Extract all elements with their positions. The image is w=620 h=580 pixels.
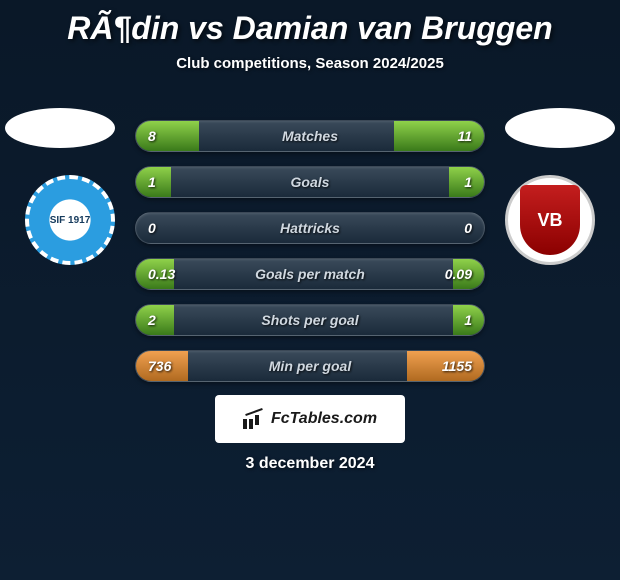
stat-row: 736 Min per goal 1155 bbox=[135, 350, 485, 382]
stat-label: Matches bbox=[282, 128, 338, 144]
stat-value-right: 0 bbox=[464, 220, 472, 236]
player-photo-right bbox=[505, 108, 615, 148]
subtitle: Club competitions, Season 2024/2025 bbox=[0, 55, 620, 72]
stat-row: 1 Goals 1 bbox=[135, 166, 485, 198]
footer-brand-text: FcTables.com bbox=[271, 410, 377, 428]
stat-label: Goals per match bbox=[255, 266, 365, 282]
club-logo-right-shield: VB bbox=[520, 185, 580, 255]
stat-value-right: 1155 bbox=[442, 358, 472, 374]
stat-value-left: 8 bbox=[148, 128, 156, 144]
stats-container: 8Matches111Goals10Hattricks00.13Goals pe… bbox=[135, 120, 485, 396]
stat-label: Hattricks bbox=[280, 220, 340, 236]
stat-row: 0.13 Goals per match 0.09 bbox=[135, 258, 485, 290]
club-logo-left-text: SIF 1917 bbox=[50, 215, 91, 226]
club-logo-right: VB bbox=[505, 175, 595, 265]
stat-value-right: 11 bbox=[457, 128, 472, 144]
stat-value-left: 0.13 bbox=[148, 266, 175, 282]
chart-icon bbox=[243, 409, 265, 429]
player-photo-left bbox=[5, 108, 115, 148]
footer-brand-badge[interactable]: FcTables.com bbox=[215, 395, 405, 443]
stat-value-right: 0.09 bbox=[445, 266, 472, 282]
stat-value-left: 736 bbox=[148, 358, 171, 374]
stat-row: 0 Hattricks 0 bbox=[135, 212, 485, 244]
stat-value-right: 1 bbox=[464, 312, 472, 328]
stat-label: Shots per goal bbox=[261, 312, 358, 328]
stat-row: 8 Matches 11 bbox=[135, 120, 485, 152]
stat-value-right: 1 bbox=[464, 174, 472, 190]
stat-row: 2 Shots per goal 1 bbox=[135, 304, 485, 336]
club-logo-left: SIF 1917 bbox=[25, 175, 115, 265]
page-title: RÃ¶din vs Damian van Bruggen bbox=[0, 0, 620, 47]
stat-value-left: 0 bbox=[148, 220, 156, 236]
stat-label: Min per goal bbox=[269, 358, 351, 374]
stat-value-left: 2 bbox=[148, 312, 156, 328]
stat-label: Goals bbox=[291, 174, 330, 190]
stat-fill-left bbox=[136, 121, 199, 151]
date-text: 3 december 2024 bbox=[0, 455, 620, 473]
stat-value-left: 1 bbox=[148, 174, 156, 190]
